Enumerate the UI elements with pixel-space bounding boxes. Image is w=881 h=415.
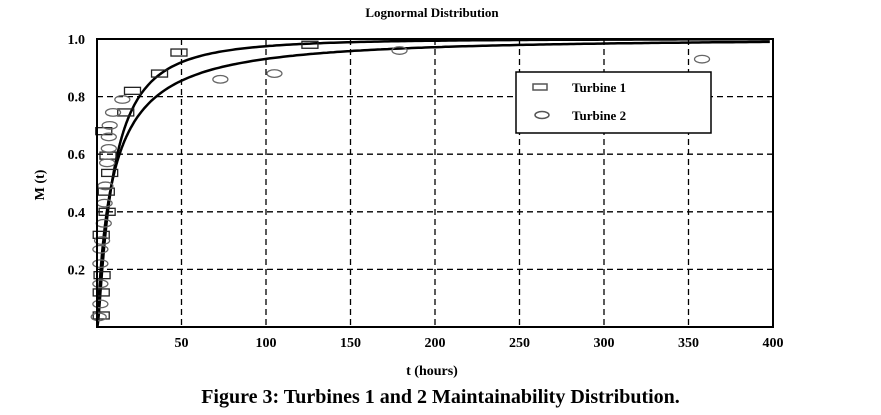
legend-square-marker [532,83,548,91]
turbine-1-point [93,271,111,280]
tick-labels: 50 100 150 200 250 300 350 400 0.2 0.4 0.6 0.8 1.0 [68,33,784,351]
turbine-1-point [92,230,110,239]
turbine-1-point [101,168,119,178]
turbine-2-point [98,158,116,168]
turbine-2-point [93,236,111,246]
legend: Turbine 1 Turbine 2 [515,71,712,134]
fit-curve-2 [96,40,770,322]
x-tick-label: 350 [678,336,699,351]
turbine-2-point [92,279,109,289]
turbine-1-point [92,288,110,297]
turbine-1-point [99,151,117,160]
legend-ellipse-marker [534,110,550,120]
legend-label-turbine-2: Turbine 2 [572,108,626,123]
turbine-2-point [114,95,131,104]
turbine-1-point [123,86,142,95]
turbine-2-point [92,244,109,254]
x-axis-label: t (hours) [406,364,458,379]
y-tick-label: 0.8 [68,91,86,106]
y-tick-label: 0.4 [68,206,86,221]
turbine-2-point [391,46,408,55]
y-tick-label: 1.0 [68,33,86,48]
turbine-2-point [100,132,117,142]
turbine-2-point [101,120,118,130]
grid [97,39,773,327]
x-tick-label: 250 [509,336,530,351]
legend-label-turbine-1: Turbine 1 [572,80,626,95]
turbine-1-point [92,311,110,320]
turbine-2-point [100,143,117,153]
y-tick-label: 0.2 [68,263,86,278]
turbine-1-point [170,48,188,57]
turbine-1-point [98,207,116,216]
chart: Lognormal Distribution 50 100 150 200 250 300… [33,5,784,379]
turbine-1-point [150,69,169,78]
y-axis-label: M (t) [33,169,48,200]
x-tick-label: 400 [763,336,784,351]
turbine-1-point [301,40,319,49]
figure-caption: Figure 3: Turbines 1 and 2 Maintainabili… [201,386,680,408]
turbine-2-point [92,299,109,309]
chart-title: Lognormal Distribution [365,5,499,20]
turbine-1-point [97,187,115,196]
legend-box [515,71,712,134]
x-tick-label: 100 [256,336,277,351]
x-tick-label: 50 [175,336,189,351]
x-tick-label: 200 [425,336,446,351]
y-tick-label: 0.6 [68,148,86,163]
plot-frame [96,38,774,328]
turbine-2-point [212,74,229,84]
turbine-2-point [104,107,122,117]
turbine-2-point [693,54,711,64]
x-tick-label: 150 [340,336,361,351]
turbine-2-point [92,259,109,269]
x-tick-label: 300 [594,336,615,351]
turbine-2-point [266,69,283,79]
turbine-2-point [90,312,107,322]
turbine-1-point [117,108,135,117]
